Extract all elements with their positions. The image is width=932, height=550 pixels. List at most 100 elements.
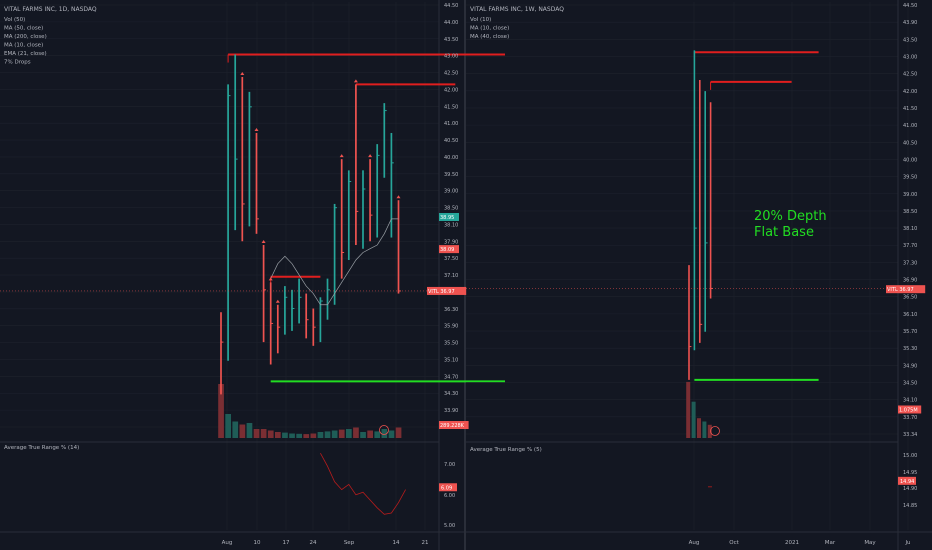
date-tick-label: Aug [222,540,233,546]
price-tick-label: 43.00 [444,54,458,60]
date-tick-label: Mar [825,540,836,546]
price-tick-label: 42.50 [444,71,458,77]
drop-marker-icon [368,154,373,158]
volume-bar [374,431,381,438]
price-tick-label: 37.70 [903,243,917,249]
weekly-grid [466,0,932,550]
atr-badge [439,483,457,492]
date-tick-label: Sep [344,540,355,546]
weekly-time-axis[interactable]: Aug Oct 2021 Mar May Ju [689,540,911,546]
daily-moving-average [270,218,399,306]
legend-vol[interactable]: Vol (50) [4,17,25,23]
price-badge-label: 289.228K [440,423,465,429]
weekly-chart-pane[interactable]: 44.50 43.90 43.50 43.00 42.50 42.00 41.50 41.00… [466,0,932,550]
price-tick-label: 37.30 [903,260,917,266]
atr-tick-label: 7.00 [444,462,455,468]
volume-bar [353,427,359,438]
volume-bar [324,431,331,438]
volume-bar [260,429,267,438]
price-badge [886,285,926,294]
daily-atr-title: Average True Range % (14) [4,445,79,451]
price-tick-label: 40.50 [444,138,458,144]
price-tick-label: 43.50 [444,37,458,43]
ma-line [270,218,399,306]
drop-marker-icon [240,71,245,75]
atr-tick-label: 14.90 [903,486,917,492]
price-tick-label: 37.10 [444,273,458,279]
daily-event-icon[interactable] [379,425,389,435]
volume-bar [346,429,352,438]
legend-ma200[interactable]: MA (200, close) [4,34,47,40]
weekly-volume-bars [686,381,712,438]
weekly-atr-pane[interactable]: 15.00 14.95 14.90 14.85 14.94 [708,453,917,509]
volume-bar [225,414,231,438]
legend-ma10[interactable]: MA (10, close) [470,26,509,32]
date-tick-label: Oct [729,540,739,546]
legend-ma50[interactable]: MA (50, close) [4,26,43,32]
price-tick-label: 40.00 [903,157,917,163]
price-tick-label: 36.30 [444,307,458,313]
legend-vol[interactable]: Vol (10) [470,17,491,23]
price-tick-label: 36.50 [903,295,917,301]
price-tick-label: 33.70 [903,415,917,421]
price-tick-label: 35.90 [444,324,458,330]
weekly-level-lines [693,51,819,381]
drop-marker-icon [396,195,401,199]
daily-chart-pane[interactable]: 44.50 44.00 43.50 43.00 42.50 42.00 41.50 41.00… [0,0,505,550]
date-tick-label: Aug [689,540,700,546]
price-tick-label: 35.30 [903,346,917,352]
daily-atr-pane[interactable]: 7.00 6.00 5.00 6.09 [320,453,457,529]
price-tick-label: 34.50 [903,381,917,387]
atr-tick-label: 15.00 [903,453,917,459]
weekly-price-bars[interactable] [688,50,713,380]
weekly-event-icon[interactable] [710,426,720,436]
price-tick-label: 35.50 [444,341,458,347]
weekly-price-axis[interactable]: 44.50 43.90 43.50 43.00 42.50 42.00 41.50 41.00… [903,3,917,438]
atr-badge-label: 14.94 [900,479,914,485]
volume-bar [310,433,317,438]
legend-ma10[interactable]: MA (10, close) [4,43,43,49]
price-tick-label: 44.50 [903,3,917,9]
price-badge [898,405,922,414]
legend-ema21[interactable]: EMA (21, close) [4,51,47,57]
price-badge-label: 1.075M [899,407,918,413]
price-tick-label: 39.00 [444,189,458,195]
volume-bar [338,429,345,438]
price-tick-label: 41.50 [444,104,458,110]
price-tick-label: 34.90 [903,363,917,369]
volume-bar [218,384,224,438]
price-badge-label: 38.09 [440,247,454,253]
price-tick-label: 44.00 [444,20,458,26]
price-badge-label: VITL 36.97 [887,287,914,293]
daily-level-lines [227,53,505,383]
volume-bar [707,424,712,438]
volume-bar [331,430,338,438]
volume-bar [691,401,696,438]
price-tick-label: 42.00 [903,89,917,95]
price-tick-label: 41.00 [444,121,458,127]
legend-drops[interactable]: 7% Drops [4,60,31,66]
legend-ma40[interactable]: MA (40, close) [470,34,509,40]
daily-time-axis[interactable]: Aug 10 17 24 Sep 14 21 [222,540,429,546]
atr-tick-label: 14.95 [903,470,917,476]
drop-marker-icon [353,79,358,83]
price-tick-label: 43.50 [903,37,917,43]
daily-price-badges: 38.95 38.09 VITL 36.97 289.228K [0,213,469,430]
volume-bar [282,432,288,438]
volume-bar [289,433,295,438]
weekly-legend[interactable]: VITAL FARMS INC, 1W, NASDAQ Vol (10) MA … [470,6,564,40]
volume-bar [697,418,701,438]
drop-marker-icon [268,277,273,281]
price-tick-label: 36.10 [903,312,917,318]
price-badge-label: 38.95 [440,215,454,221]
price-tick-label: 42.00 [444,87,458,93]
daily-legend[interactable]: VITAL FARMS INC, 1D, NASDAQ Vol (50) MA … [4,6,97,66]
price-tick-label: 40.50 [903,140,917,146]
date-tick-label: 10 [254,540,261,546]
atr-badge [898,476,916,485]
price-tick-label: 43.00 [903,54,917,60]
volume-bar [395,427,402,438]
date-tick-label: 17 [283,540,290,546]
daily-price-bars[interactable] [220,54,401,395]
